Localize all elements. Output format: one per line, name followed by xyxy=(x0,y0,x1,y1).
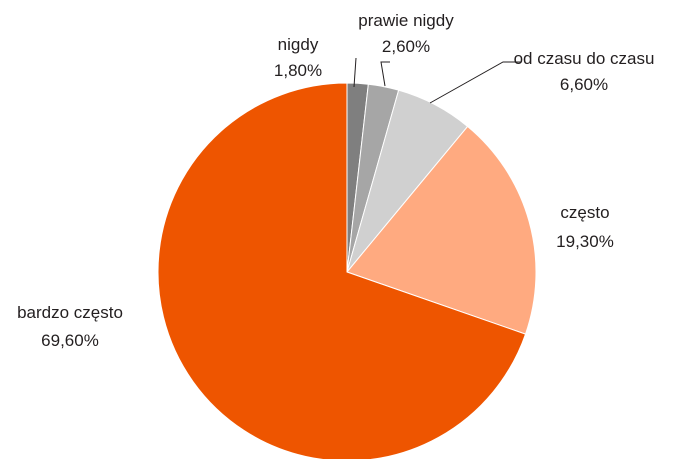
data-labels: nigdy 1,80% prawie nigdy 2,60% od czasu do c… xyxy=(17,11,654,350)
pie-slice-często xyxy=(346,125,537,335)
pie-slices xyxy=(157,82,537,459)
slice-value-często: 19,30% xyxy=(556,232,614,251)
slice-label-nigdy: nigdy xyxy=(278,35,319,54)
leader-line-od-czasu-do-czasu xyxy=(429,61,521,104)
pie-slice-bardzo-często xyxy=(157,82,527,459)
slice-value-prawie-nigdy: 2,60% xyxy=(382,37,430,56)
slice-label-bardzo-często: bardzo często xyxy=(17,303,123,322)
slice-value-bardzo-często: 69,60% xyxy=(41,331,99,350)
slice-label-często: często xyxy=(560,203,609,222)
leader-lines xyxy=(353,57,521,104)
slice-label-prawie-nigdy: prawie nigdy xyxy=(358,11,454,30)
slice-value-od-czasu-do-czasu: 6,60% xyxy=(560,75,608,94)
slice-value-nigdy: 1,80% xyxy=(274,61,322,80)
leader-line-nigdy xyxy=(353,57,357,88)
leader-line-prawie-nigdy xyxy=(380,61,390,87)
slice-label-od-czasu-do-czasu: od czasu do czasu xyxy=(514,49,655,68)
